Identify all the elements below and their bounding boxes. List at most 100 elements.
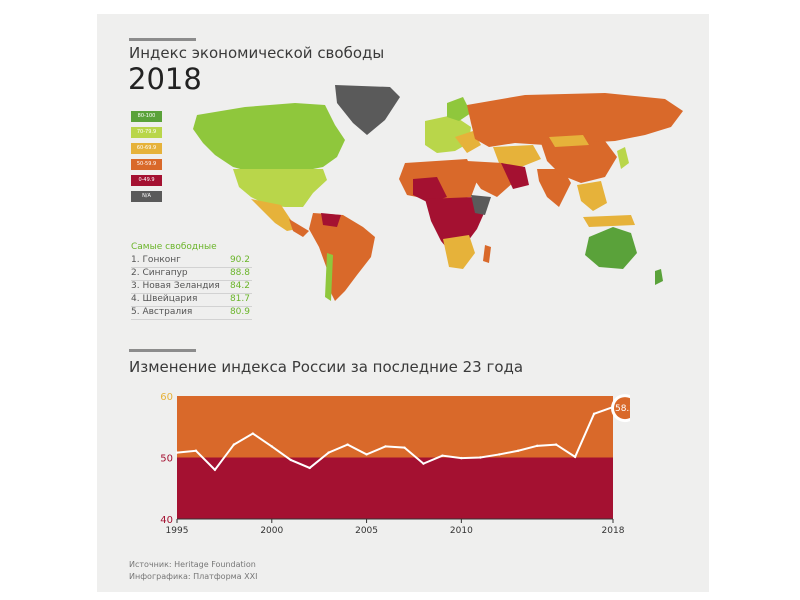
series-line xyxy=(176,406,614,472)
top-free-country: 2. Сингапур xyxy=(131,268,188,278)
x-axis: 1995 2000 2005 2010 2018 xyxy=(166,518,625,536)
top-free-row: 1. Гонконг 90.2 xyxy=(131,255,252,268)
map-canada xyxy=(193,103,345,173)
data-point xyxy=(554,443,558,446)
top-free-country: 5. Австралия xyxy=(131,307,193,317)
map-southeast-asia xyxy=(577,181,607,211)
data-point xyxy=(479,456,482,459)
title-accent-bar xyxy=(129,38,196,41)
map-sahel xyxy=(413,177,447,203)
top-free-row: 3. Новая Зеландия 84.2 xyxy=(131,281,252,294)
map-russia xyxy=(467,93,683,147)
map-southern-africa xyxy=(443,235,475,269)
x-tick-label: 2000 xyxy=(260,526,283,536)
data-point xyxy=(289,458,292,462)
map-central-america xyxy=(289,219,309,237)
top-free-list: 1. Гонконг 90.2 2. Сингапур 88.8 3. Новая … xyxy=(131,255,252,320)
map-chile xyxy=(325,253,333,301)
data-point xyxy=(573,455,577,459)
top-free-country: 4. Швейцария xyxy=(131,294,198,304)
top-free-score: 84.2 xyxy=(229,281,250,291)
map-central-asia xyxy=(493,145,541,167)
data-point xyxy=(460,456,463,460)
data-point xyxy=(232,443,236,446)
source-credit: Источник: Heritage Foundation xyxy=(129,560,256,569)
chart-band xyxy=(177,396,613,458)
russia-index-chart: 60 50 40 1995 2000 2005 2010 2018 58.2 xyxy=(160,392,630,536)
x-tick-label: 2010 xyxy=(450,526,473,536)
map-indonesia xyxy=(583,215,635,227)
legend-swatch-5: N/A xyxy=(131,191,162,202)
map-scandinavia xyxy=(447,97,471,121)
map-middle-east xyxy=(467,161,515,197)
map-australia xyxy=(585,227,637,269)
legend-swatch-0: 80-100 xyxy=(131,111,162,122)
data-point xyxy=(327,451,330,454)
x-tick-label: 1995 xyxy=(166,526,189,536)
chart-bands xyxy=(177,396,613,519)
map-japan xyxy=(617,147,629,169)
data-point xyxy=(422,462,425,465)
data-point xyxy=(251,432,255,435)
x-tick-label: 2005 xyxy=(355,526,378,536)
top-free-row: 2. Сингапур 88.8 xyxy=(131,268,252,281)
top-free-title: Самые свободные xyxy=(131,242,217,252)
annotation-bubble xyxy=(614,397,630,420)
map-usa xyxy=(233,169,327,207)
legend-swatch-1: 70-79.9 xyxy=(131,127,162,138)
data-point xyxy=(175,451,179,454)
map-south-america xyxy=(309,213,375,301)
map-central-africa xyxy=(425,197,485,253)
data-point xyxy=(365,453,368,456)
data-point xyxy=(346,443,349,446)
map-china xyxy=(541,141,617,183)
chart-accent-bar xyxy=(129,349,196,352)
map-east-africa xyxy=(471,195,491,215)
map-mongolia xyxy=(549,135,589,147)
x-tick-label: 2018 xyxy=(602,526,625,536)
top-free-score: 90.2 xyxy=(229,255,250,265)
top-free-score: 81.7 xyxy=(229,294,250,304)
data-point xyxy=(517,449,520,452)
top-free-row: 5. Австралия 80.9 xyxy=(131,307,252,320)
data-point xyxy=(270,445,273,448)
map-europe xyxy=(425,115,471,153)
map-india xyxy=(537,169,571,207)
data-point xyxy=(592,412,596,416)
top-free-row: 4. Швейцария 81.7 xyxy=(131,294,252,307)
top-free-score: 88.8 xyxy=(229,268,250,278)
y-tick-label: 60 xyxy=(160,392,173,403)
legend-swatch-3: 50-59.9 xyxy=(131,159,162,170)
infographic-credit: Инфографика: Платформа XXI xyxy=(129,572,258,581)
annotation-label: 58.2 xyxy=(615,404,630,414)
legend-swatch-2: 60-69.9 xyxy=(131,143,162,154)
y-axis: 60 50 40 xyxy=(160,392,173,526)
page-title: Индекс экономической свободы xyxy=(129,44,385,62)
chart-annotation: 58.2 xyxy=(611,394,630,423)
year-heading: 2018 xyxy=(128,62,202,96)
data-point xyxy=(384,445,387,448)
data-point xyxy=(403,446,406,449)
data-point xyxy=(308,466,311,470)
data-point xyxy=(498,453,501,456)
top-free-score: 80.9 xyxy=(229,307,250,317)
map-mexico xyxy=(251,199,297,231)
y-tick-label: 40 xyxy=(160,515,173,526)
map-madagascar xyxy=(483,245,491,263)
map-greenland xyxy=(335,85,400,135)
map-iran xyxy=(501,163,529,189)
world-map xyxy=(193,85,683,301)
top-free-country: 1. Гонконг xyxy=(131,255,181,265)
data-point xyxy=(441,454,444,457)
top-free-country: 3. Новая Зеландия xyxy=(131,281,220,291)
data-point xyxy=(535,444,539,448)
data-point xyxy=(213,468,217,471)
y-tick-label: 50 xyxy=(160,454,173,465)
legend-swatch-4: 0-49.9 xyxy=(131,175,162,186)
data-point xyxy=(194,449,198,452)
map-venezuela xyxy=(321,213,341,227)
map-legend: 80-100 70-79.9 60-69.9 50-59.9 0-49.9 N/… xyxy=(131,111,162,207)
map-new-zealand xyxy=(655,269,663,285)
chart-band xyxy=(177,457,613,519)
chart-title: Изменение индекса России за последние 23… xyxy=(129,358,524,376)
